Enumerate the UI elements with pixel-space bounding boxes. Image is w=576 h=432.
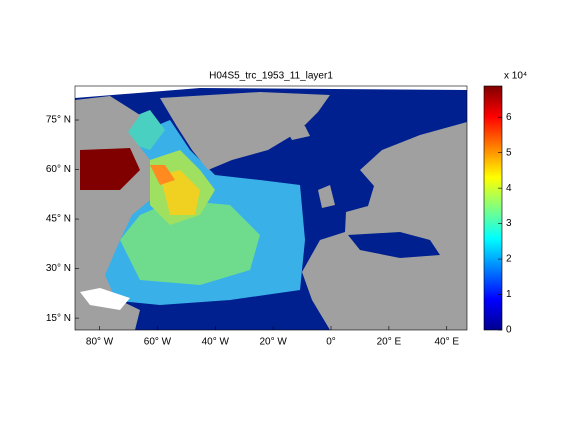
y-tick-label: 45° N	[46, 214, 71, 225]
x-tick-label: 0°	[326, 337, 336, 348]
colorbar-tick-label: 6	[506, 112, 512, 123]
colorbar-tick-label: 5	[506, 147, 512, 158]
x-tick-label: 20° W	[259, 337, 287, 348]
colorbar-multiplier: x 10⁴	[504, 71, 527, 82]
y-tick-label: 75° N	[46, 115, 71, 126]
x-tick-label: 40° E	[434, 337, 459, 348]
y-tick-label: 15° N	[46, 313, 71, 324]
x-tick-label: 60° W	[144, 337, 172, 348]
colorbar-tick-label: 0	[506, 325, 512, 336]
x-tick-label: 20° E	[377, 337, 402, 348]
y-tick-label: 60° N	[46, 164, 71, 175]
title: H04S5_trc_1953_11_layer1	[209, 71, 333, 82]
colorbar	[483, 85, 503, 331]
y-tick-label: 30° N	[46, 263, 71, 274]
colorbar-tick-label: 3	[506, 218, 512, 229]
map-frame	[74, 85, 468, 331]
colorbar-tick-label: 2	[506, 254, 512, 265]
x-tick-label: 40° W	[202, 337, 230, 348]
map	[75, 86, 467, 330]
x-tick-label: 80° W	[86, 337, 114, 348]
colorbar-tick-label: 1	[506, 289, 512, 300]
colorbar-tick-label: 4	[506, 183, 512, 194]
